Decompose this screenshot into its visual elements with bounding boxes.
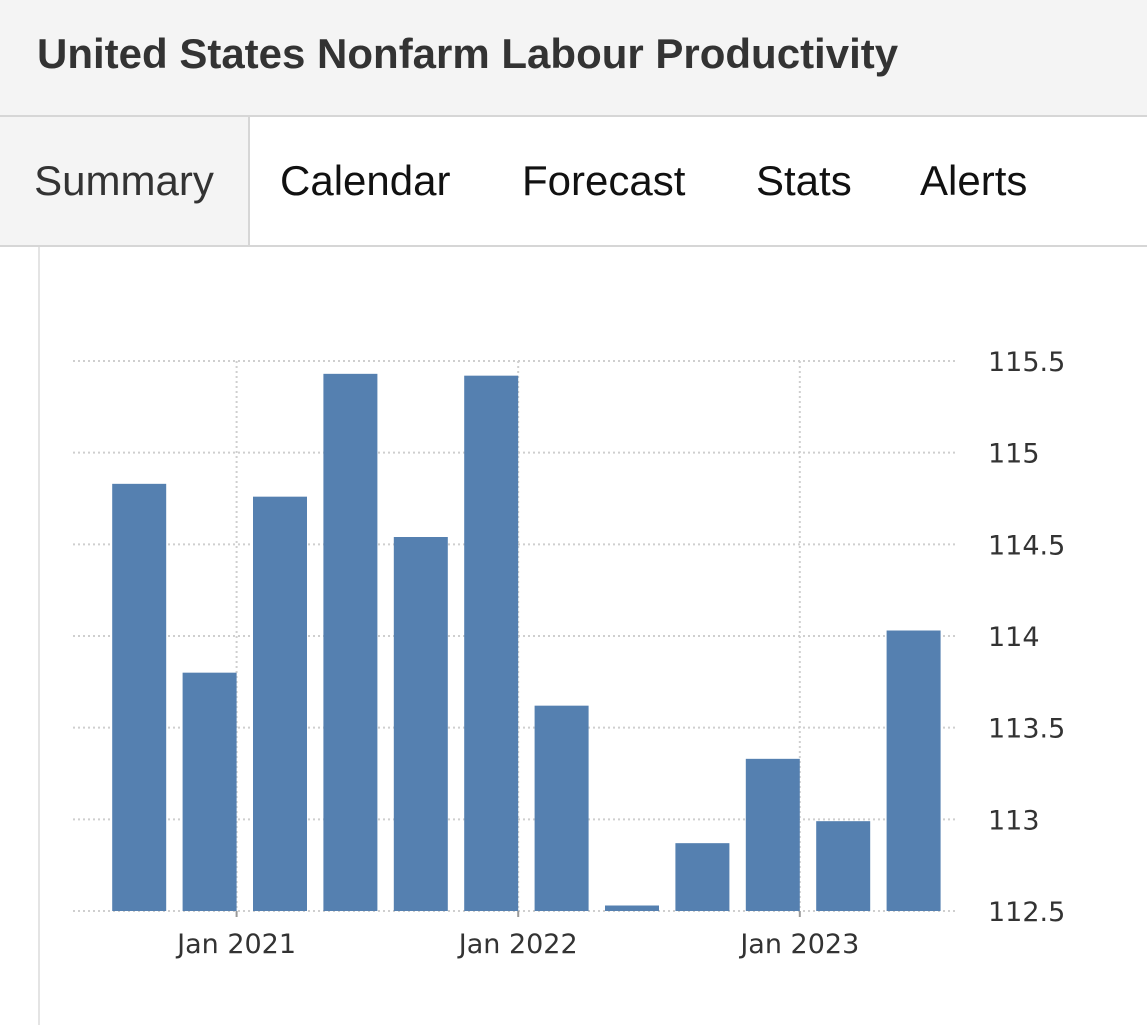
- x-tick-label: Jan 2022: [457, 929, 578, 960]
- chart-panel: 115.5 115 114.5 114 113.5 113 112.5 Jan 2021 Jan…: [38, 247, 1147, 1025]
- bar: [182, 672, 237, 911]
- bar: [393, 537, 448, 911]
- bar: [816, 821, 871, 911]
- x-tick-label: Jan 2021: [175, 929, 296, 960]
- tab-alerts[interactable]: Alerts: [920, 157, 1028, 204]
- tab-summary[interactable]: Summary: [0, 117, 250, 245]
- y-tick-label: 115: [988, 439, 1040, 470]
- page-title: United States Nonfarm Labour Productivit…: [37, 30, 899, 77]
- bar: [534, 705, 589, 911]
- y-tick-label: 113: [988, 805, 1040, 836]
- tab-calendar[interactable]: Calendar: [280, 157, 451, 204]
- tab-forecast[interactable]: Forecast: [522, 157, 686, 204]
- bar: [745, 758, 800, 911]
- bar: [886, 630, 941, 911]
- y-tick-label: 114: [988, 622, 1040, 653]
- y-tick-label: 115.5: [988, 347, 1065, 378]
- bar: [675, 843, 730, 911]
- bar: [464, 375, 519, 911]
- tab-bar: Summary Calendar Forecast Stats Alerts: [0, 117, 1147, 247]
- title-bar: United States Nonfarm Labour Productivit…: [0, 0, 1147, 117]
- y-tick-label: 113.5: [988, 714, 1065, 745]
- bar: [605, 905, 659, 911]
- tab-stats[interactable]: Stats: [756, 157, 852, 204]
- bar-chart: 115.5 115 114.5 114 113.5 113 112.5 Jan 2021 Jan…: [73, 347, 1065, 960]
- y-tick-label: 114.5: [988, 530, 1065, 561]
- y-tick-label: 112.5: [988, 897, 1065, 928]
- bar: [112, 483, 167, 911]
- bar: [323, 373, 378, 911]
- bar: [253, 496, 307, 911]
- x-tick-label: Jan 2023: [738, 929, 859, 960]
